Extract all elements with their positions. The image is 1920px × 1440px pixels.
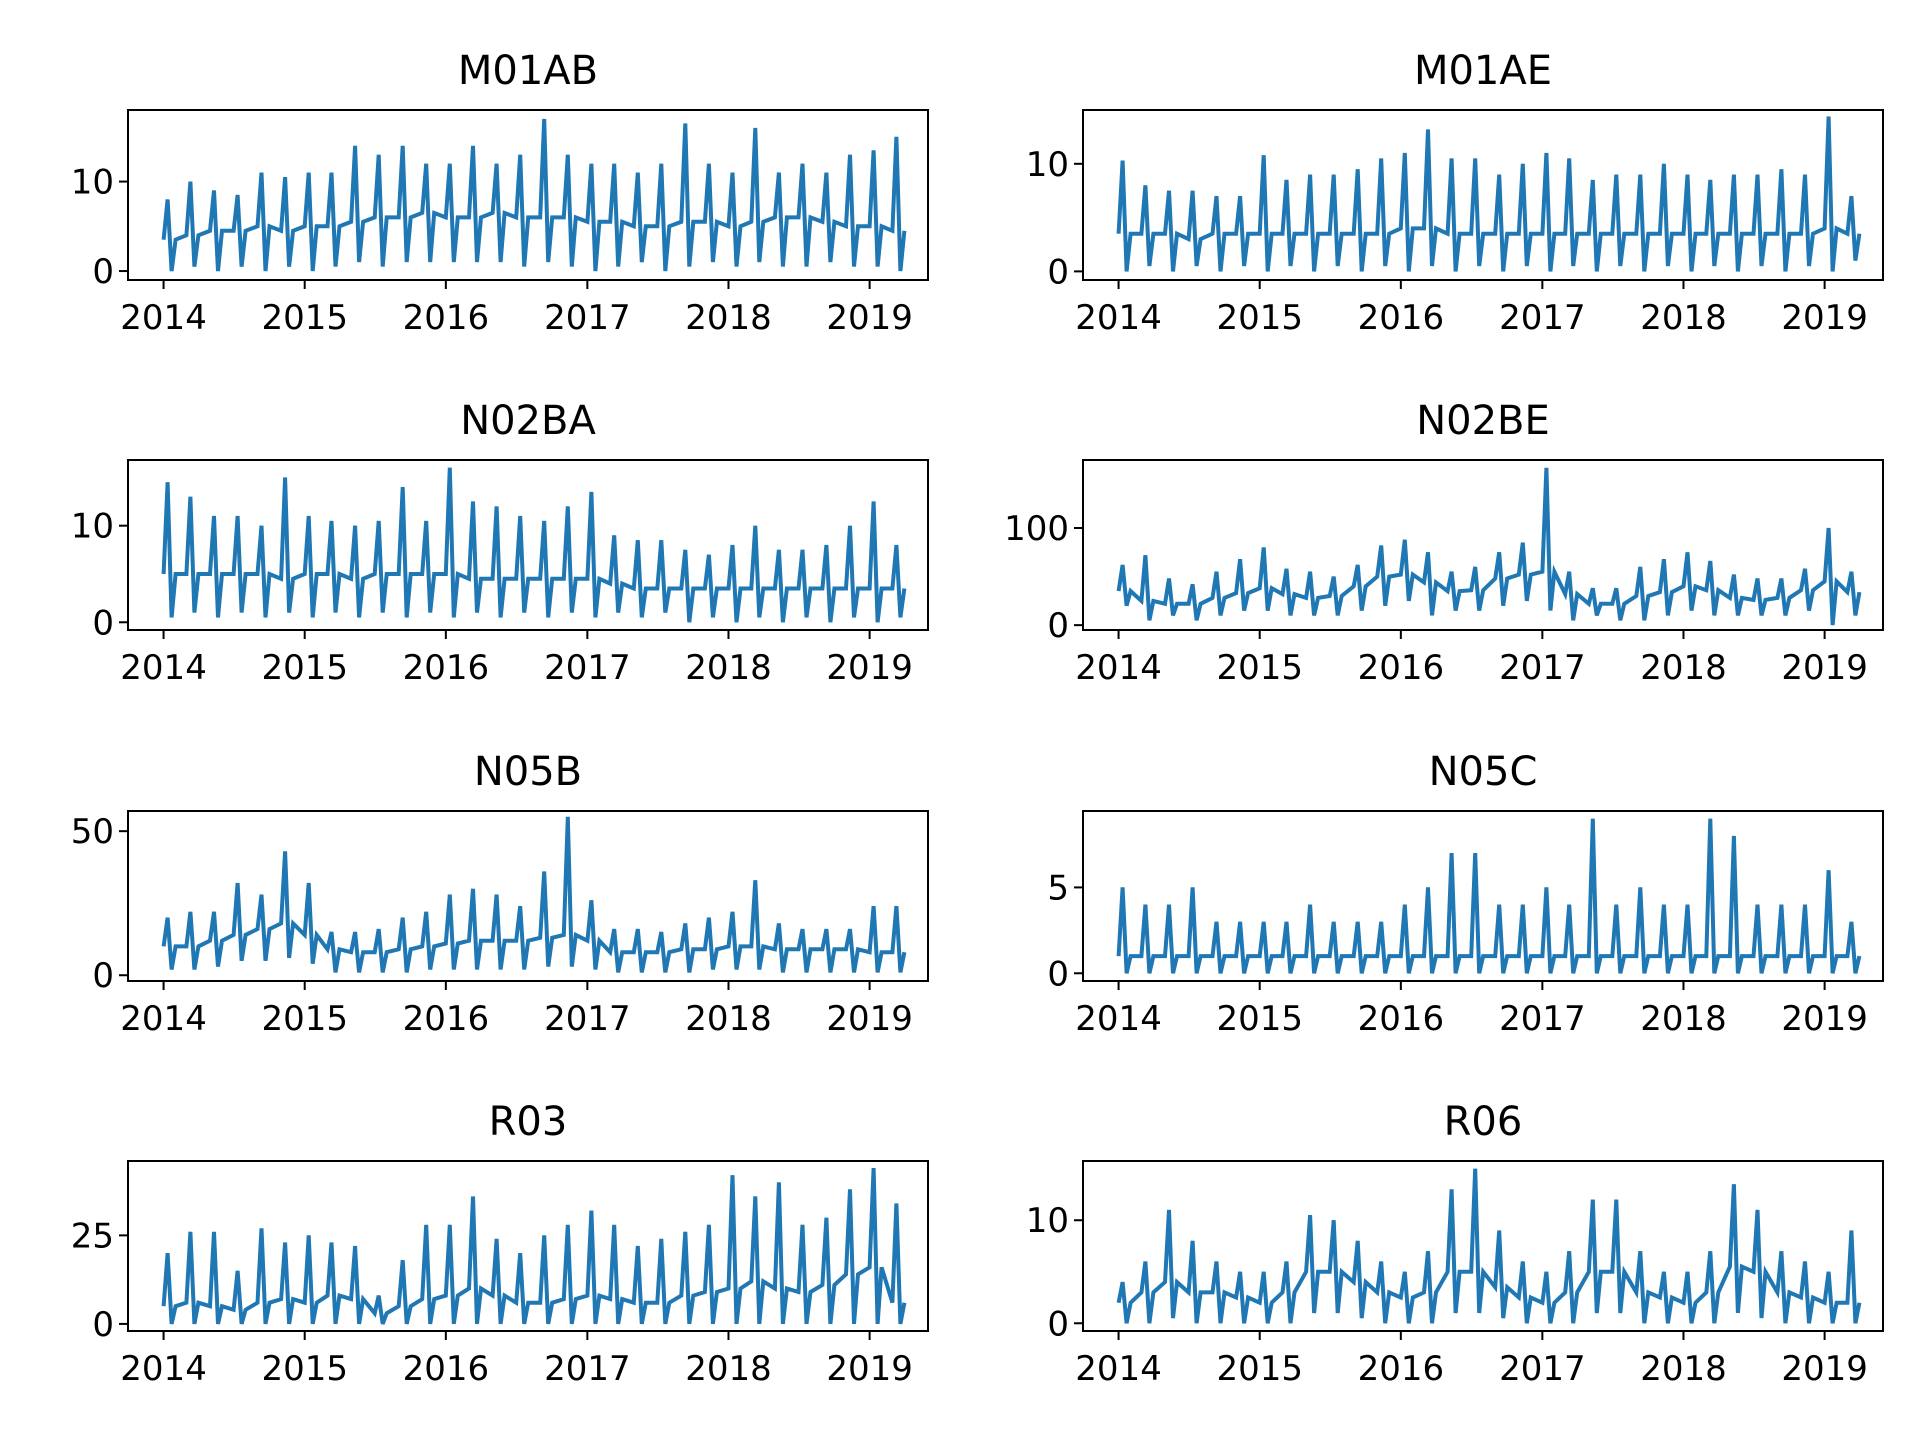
x-tick-label: 2017 xyxy=(544,999,631,1039)
x-tick-label: 2018 xyxy=(1640,1349,1727,1389)
y-tick-label: 0 xyxy=(1047,252,1069,292)
x-tick-label: 2015 xyxy=(261,1349,348,1389)
x-tick-label: 2019 xyxy=(1781,999,1868,1039)
x-tick-label: 2017 xyxy=(544,1349,631,1389)
subplot-title: N02BE xyxy=(1416,398,1550,444)
y-tick-label: 0 xyxy=(92,956,114,996)
x-tick-label: 2017 xyxy=(1499,1349,1586,1389)
subplot-title: N02BA xyxy=(460,398,596,444)
subplot-n05b: N05B 2014 2015 2016 2017 2018 2019 0 50 xyxy=(71,749,929,1039)
x-tick-label: 2014 xyxy=(120,648,207,688)
y-tick-label: 0 xyxy=(1047,954,1069,994)
axes-frame xyxy=(1082,810,1884,982)
x-tick-label: 2019 xyxy=(826,298,913,338)
y-tick-label: 0 xyxy=(92,603,114,643)
x-tick-label: 2019 xyxy=(826,1349,913,1389)
x-tick-label: 2016 xyxy=(1358,648,1445,688)
x-tick-label: 2017 xyxy=(544,298,631,338)
x-tick-label: 2016 xyxy=(1358,999,1445,1039)
x-tick-label: 2015 xyxy=(261,999,348,1039)
x-tick-label: 2016 xyxy=(1358,298,1445,338)
series-line xyxy=(161,1168,907,1325)
axes-frame xyxy=(127,1160,929,1332)
x-tick-label: 2014 xyxy=(120,298,207,338)
y-tick-label: 0 xyxy=(92,1305,114,1345)
x-tick-label: 2014 xyxy=(120,999,207,1039)
x-tick-label: 2014 xyxy=(1075,1349,1162,1389)
x-tick-label: 2018 xyxy=(685,298,772,338)
series-line xyxy=(161,118,907,272)
x-tick-label: 2014 xyxy=(1075,298,1162,338)
x-tick-label: 2018 xyxy=(685,1349,772,1389)
y-tick-label: 0 xyxy=(92,252,114,292)
subplot-n02ba: N02BA 2014 2015 2016 2017 2018 2019 0 10 xyxy=(71,398,929,688)
x-tick-label: 2019 xyxy=(1781,1349,1868,1389)
x-tick-label: 2017 xyxy=(1499,999,1586,1039)
subplot-r03: R03 2014 2015 2016 2017 2018 2019 0 25 xyxy=(71,1099,929,1389)
x-tick-label: 2017 xyxy=(1499,648,1586,688)
axes-frame xyxy=(127,109,929,281)
x-tick-label: 2018 xyxy=(1640,648,1727,688)
x-tick-label: 2016 xyxy=(403,999,490,1039)
x-tick-label: 2015 xyxy=(1216,999,1303,1039)
y-tick-label: 100 xyxy=(1004,509,1069,549)
x-tick-label: 2014 xyxy=(1075,999,1162,1039)
x-tick-label: 2018 xyxy=(685,648,772,688)
y-tick-label: 0 xyxy=(1047,606,1069,646)
x-tick-label: 2018 xyxy=(1640,999,1727,1039)
subplot-title: M01AB xyxy=(458,48,598,94)
x-tick-label: 2016 xyxy=(403,648,490,688)
x-tick-label: 2016 xyxy=(1358,1349,1445,1389)
series-line xyxy=(1116,818,1862,974)
subplot-title: N05C xyxy=(1429,749,1538,795)
axes-frame xyxy=(127,459,929,631)
series-line xyxy=(161,467,907,623)
subplot-grid: M01AB 2014 2015 2016 2017 2018 2019 0 10 M01AE 201… xyxy=(71,48,1884,1389)
axes-frame xyxy=(1082,1160,1884,1332)
x-tick-label: 2014 xyxy=(1075,648,1162,688)
subplot-r06: R06 2014 2015 2016 2017 2018 2019 0 10 xyxy=(1026,1099,1884,1389)
series-line xyxy=(1116,1168,1862,1324)
x-tick-label: 2015 xyxy=(261,298,348,338)
x-tick-label: 2014 xyxy=(120,1349,207,1389)
x-tick-label: 2018 xyxy=(685,999,772,1039)
x-tick-label: 2019 xyxy=(826,999,913,1039)
y-tick-label: 25 xyxy=(71,1216,114,1256)
x-tick-label: 2019 xyxy=(1781,298,1868,338)
y-tick-label: 10 xyxy=(71,163,114,203)
series-line xyxy=(161,816,907,973)
x-tick-label: 2016 xyxy=(403,298,490,338)
y-tick-label: 10 xyxy=(1026,1201,1069,1241)
subplot-title: N05B xyxy=(474,749,582,795)
x-tick-label: 2017 xyxy=(1499,298,1586,338)
series-line xyxy=(1116,467,1862,626)
subplot-n05c: N05C 2014 2015 2016 2017 2018 2019 0 5 xyxy=(1047,749,1884,1039)
x-tick-label: 2019 xyxy=(826,648,913,688)
subplot-m01ae: M01AE 2014 2015 2016 2017 2018 2019 0 10 xyxy=(1026,48,1884,338)
x-tick-label: 2015 xyxy=(261,648,348,688)
subplot-n02be: N02BE 2014 2015 2016 2017 2018 2019 0 100 xyxy=(1004,398,1884,688)
x-tick-label: 2017 xyxy=(544,648,631,688)
subplot-m01ab: M01AB 2014 2015 2016 2017 2018 2019 0 10 xyxy=(71,48,929,338)
axes-frame xyxy=(127,810,929,982)
x-tick-label: 2019 xyxy=(1781,648,1868,688)
x-tick-label: 2018 xyxy=(1640,298,1727,338)
axes-frame xyxy=(1082,109,1884,281)
y-tick-label: 5 xyxy=(1047,868,1069,908)
x-tick-label: 2016 xyxy=(403,1349,490,1389)
y-tick-label: 10 xyxy=(1026,145,1069,185)
x-tick-label: 2015 xyxy=(1216,298,1303,338)
subplot-title: M01AE xyxy=(1414,48,1552,94)
y-tick-label: 0 xyxy=(1047,1304,1069,1344)
y-tick-label: 50 xyxy=(71,812,114,852)
y-tick-label: 10 xyxy=(71,507,114,547)
series-line xyxy=(1116,116,1862,272)
axes-frame xyxy=(1082,459,1884,631)
subplot-title: R03 xyxy=(489,1099,568,1145)
x-tick-label: 2015 xyxy=(1216,1349,1303,1389)
x-tick-label: 2015 xyxy=(1216,648,1303,688)
subplot-title: R06 xyxy=(1444,1099,1523,1145)
